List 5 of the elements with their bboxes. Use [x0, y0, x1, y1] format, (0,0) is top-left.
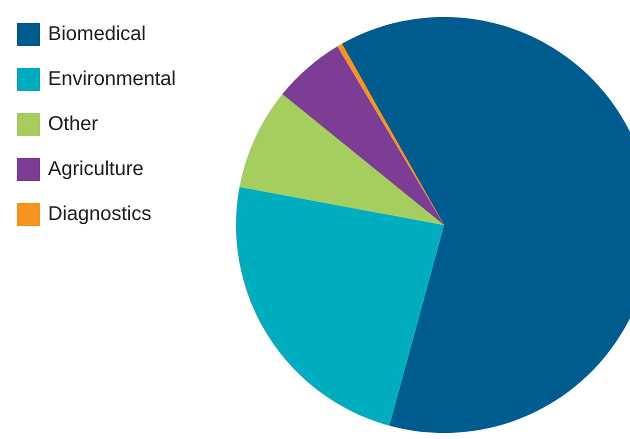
legend-label: Other	[48, 113, 98, 136]
legend-label: Biomedical	[48, 23, 146, 46]
legend-label: Agriculture	[48, 158, 144, 181]
legend-label: Environmental	[48, 68, 176, 91]
legend-label: Diagnostics	[48, 203, 152, 226]
